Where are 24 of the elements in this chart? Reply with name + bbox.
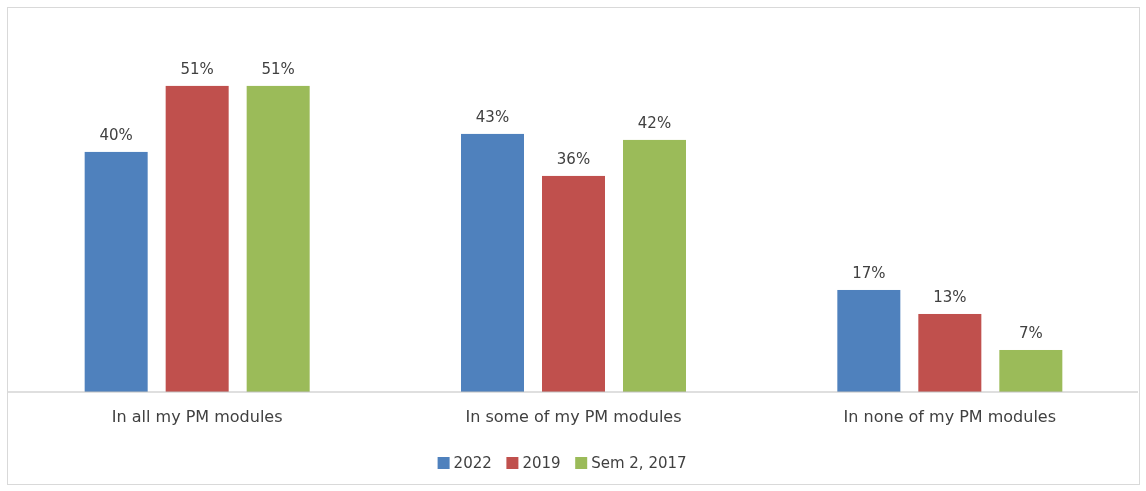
bar [461, 133, 524, 392]
legend-label: 2022 [453, 454, 492, 472]
bar [165, 85, 229, 392]
data-label: 51% [261, 59, 295, 78]
bar [246, 85, 310, 392]
data-label: 40% [99, 125, 133, 144]
legend-label: Sem 2, 2017 [591, 454, 687, 472]
x-tick-label: In some of my PM modules [465, 407, 682, 426]
bar [999, 349, 1063, 392]
data-label: 43% [475, 107, 510, 126]
bar [542, 175, 605, 392]
data-label: 42% [637, 113, 672, 132]
legend-label: 2019 [522, 454, 561, 472]
x-tick-label: In all my PM modules [111, 407, 283, 426]
data-label: 17% [852, 263, 886, 282]
x-tick-label: In none of my PM modules [843, 407, 1057, 426]
data-label: 51% [180, 59, 214, 78]
data-label: 7% [1018, 323, 1043, 342]
bar [837, 289, 901, 392]
data-label: 13% [933, 287, 967, 306]
bar [918, 313, 982, 392]
data-label: 36% [556, 149, 591, 168]
bar [623, 139, 686, 392]
bar [84, 151, 148, 392]
